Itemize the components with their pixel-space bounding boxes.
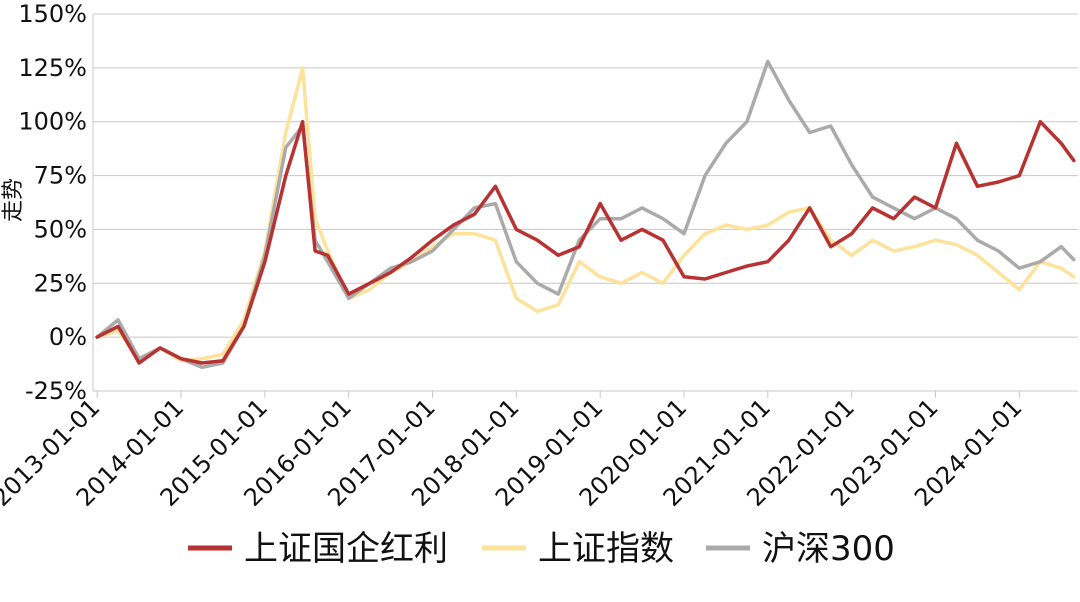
y-axis-label: 走势 [1,178,26,222]
y-tick-label: 150% [18,0,87,28]
y-tick-label: 75% [34,162,87,190]
y-tick-label: -25% [25,377,87,405]
series-lines [95,59,1076,370]
legend-label: 沪深300 [762,529,895,569]
axes [92,14,1078,398]
y-tick-label: 25% [34,269,87,297]
legend: 上证国企红利 上证指数 沪深300 [188,529,895,569]
y-tick-label: 50% [34,215,87,243]
legend-label: 上证国企红利 [244,529,448,569]
series-line-0 [95,119,1076,365]
y-tick-label: 100% [18,108,87,136]
series-line-1 [95,66,1076,363]
x-tick-labels: 2013-01-012014-01-012015-01-012016-01-01… [0,393,1028,511]
y-tick-label: 125% [18,54,87,82]
y-tick-label: 0% [49,323,87,351]
y-tick-labels: -25% 0% 25% 50% 75% 100% 125% 150% [18,0,87,405]
legend-label: 上证指数 [538,529,674,569]
